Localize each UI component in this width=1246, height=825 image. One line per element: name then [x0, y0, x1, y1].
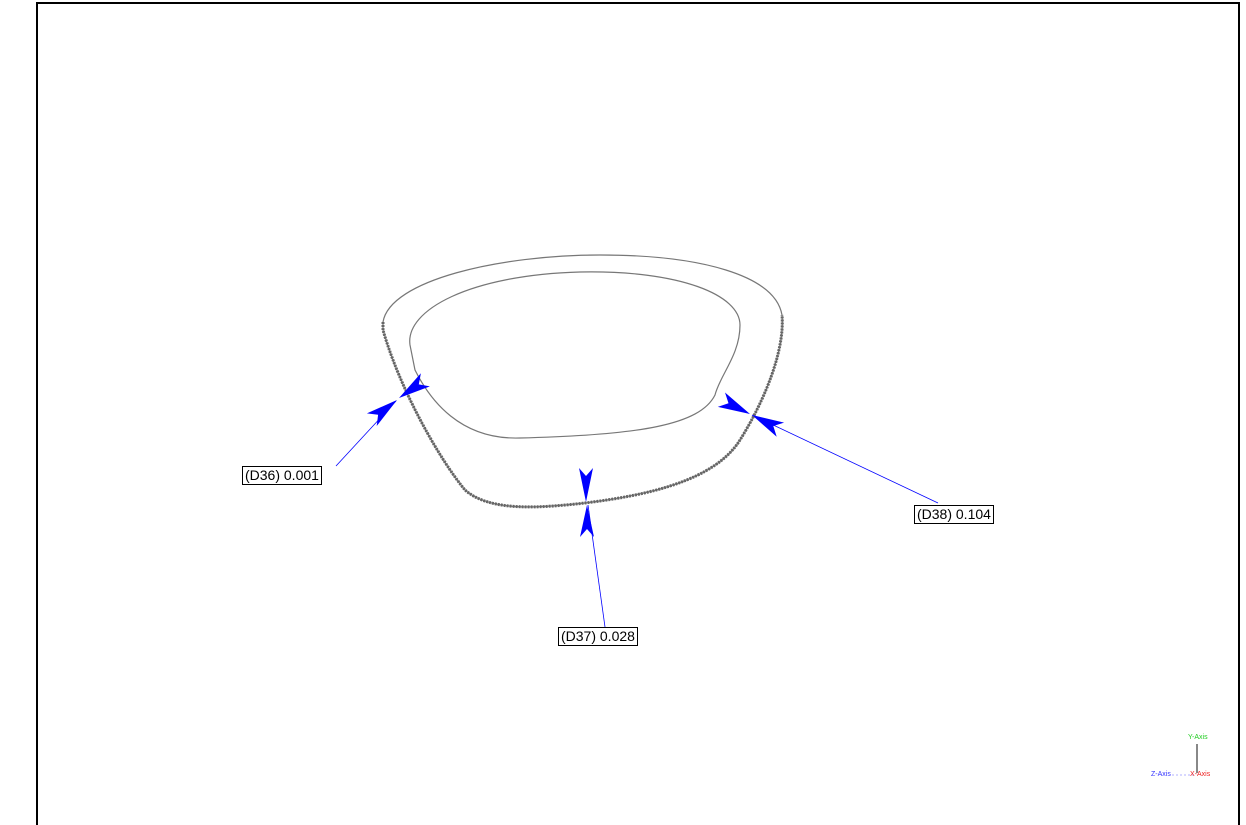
- arrowhead: [752, 415, 785, 437]
- arrowhead: [717, 392, 750, 414]
- inner-contour: [409, 271, 741, 439]
- arrowhead: [579, 468, 593, 502]
- axis-label: Y-Axis: [1188, 734, 1208, 741]
- arrowhead: [399, 373, 430, 398]
- leader-line: [751, 414, 939, 504]
- dimension-label: (D37) 0.028: [558, 627, 638, 646]
- arrowhead: [366, 400, 397, 426]
- arrowhead: [580, 505, 594, 537]
- dimension-label: (D38) 0.104: [914, 505, 994, 524]
- dimension-label: (D36) 0.001: [242, 466, 322, 485]
- outer-contour: [382, 254, 783, 508]
- view-frame: [36, 2, 1240, 825]
- axis-label: Z-Axis: [1151, 771, 1171, 778]
- axis-label: X-Axis: [1190, 771, 1211, 778]
